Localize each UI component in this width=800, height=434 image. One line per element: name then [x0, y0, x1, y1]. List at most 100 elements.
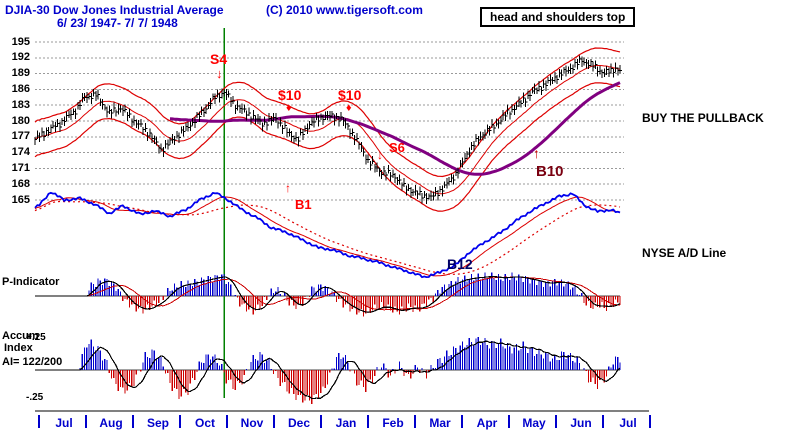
- p-indicator-bar: [423, 296, 425, 304]
- accum-index-bar: [146, 357, 149, 370]
- month-label: Jan: [335, 416, 357, 430]
- p-indicator-bar: [250, 296, 252, 307]
- p-indicator-bar: [590, 296, 592, 308]
- p-indicator-bar: [558, 281, 560, 296]
- p-indicator-bar: [556, 285, 558, 296]
- accum-index-bar: [392, 369, 394, 370]
- p-indicator-bar: [252, 296, 254, 315]
- month-label: Feb: [382, 416, 404, 430]
- p-indicator-bar: [551, 281, 554, 296]
- p-indicator-bar: [133, 296, 135, 304]
- p-indicator-bar: [374, 296, 376, 305]
- accum-index-bar: [401, 367, 403, 370]
- accum-index-bar: [479, 344, 482, 370]
- p-indicator-bar: [239, 296, 241, 307]
- p-indicator-black-line: [35, 275, 621, 313]
- accum-index-bar: [374, 370, 376, 376]
- accum-index-bar: [101, 360, 104, 370]
- p-indicator-bar: [392, 296, 394, 313]
- p-indicator-bar: [176, 287, 178, 296]
- p-indicator-bar: [425, 296, 428, 308]
- p-indicator-bar: [119, 291, 122, 296]
- accum-index-bar: [250, 362, 252, 370]
- accum-index-bar: [434, 367, 437, 370]
- p-indicator-bar: [304, 296, 306, 298]
- accum-index-bar: [106, 359, 108, 370]
- p-indicator-bar: [322, 291, 324, 296]
- accum-index-bar: [155, 359, 158, 370]
- accum-index-bar: [380, 367, 383, 370]
- accum-index-bar: [189, 370, 191, 384]
- month-tick: [555, 415, 557, 428]
- accum-index-bar: [344, 354, 347, 370]
- accum-index-bar: [286, 370, 288, 392]
- accum-index-bar: [464, 347, 466, 370]
- p-indicator-bar: [216, 275, 218, 296]
- accum-index-bar: [497, 343, 500, 370]
- accum-index-bar: [500, 338, 502, 370]
- accum-index-bar: [185, 370, 187, 393]
- p-indicator-bar: [421, 296, 423, 304]
- p-indicator-bar: [376, 296, 378, 310]
- accum-index-bar: [333, 368, 335, 370]
- p-indicator-bar: [522, 282, 524, 296]
- p-indicator-bar: [531, 277, 533, 296]
- p-indicator-bar: [403, 296, 405, 310]
- accum-index-bar: [115, 370, 117, 384]
- p-indicator-bar: [356, 296, 358, 315]
- accum-index-bar: [446, 350, 448, 370]
- accum-index-bar: [200, 362, 203, 370]
- accum-index-bar: [86, 347, 88, 370]
- accum-index-bar: [511, 353, 513, 370]
- signal-annotation: $10: [278, 87, 302, 103]
- p-indicator-bar: [567, 281, 569, 296]
- month-label: Sep: [146, 416, 169, 430]
- p-indicator-bar: [601, 296, 603, 302]
- accum-index-bar: [605, 370, 608, 377]
- accum-index-bar: [473, 345, 475, 370]
- p-indicator-bar: [446, 289, 448, 296]
- accum-index-bar: [470, 341, 473, 370]
- p-indicator-bar: [398, 296, 401, 315]
- p-indicator-bar: [241, 296, 243, 305]
- accum-index-bar: [421, 368, 423, 370]
- p-indicator-bar: [263, 296, 266, 298]
- p-indicator-bar: [162, 296, 164, 300]
- accum-index-bar: [173, 370, 176, 388]
- p-indicator-bar: [533, 278, 536, 296]
- p-indicator-bar: [108, 286, 110, 296]
- accum-index-bar: [410, 370, 412, 379]
- p-indicator-bar: [416, 296, 419, 309]
- p-indicator-bar: [146, 296, 149, 305]
- accum-index-bar: [504, 348, 506, 370]
- accum-index-bar: [218, 365, 221, 370]
- copyright-text: (C) 2010 www.tigersoft.com: [266, 3, 423, 17]
- accum-index-bar: [596, 370, 599, 390]
- p-indicator-bar: [563, 286, 565, 296]
- accum-index-bar: [81, 354, 83, 370]
- accum-index-bar: [590, 370, 592, 383]
- month-tick: [226, 415, 228, 428]
- month-label: Apr: [476, 416, 498, 430]
- accum-label-line2: Index: [4, 342, 33, 354]
- accum-index-bar: [563, 352, 565, 370]
- accum-index-bar: [266, 360, 268, 370]
- nyse-ad-line-group: [34, 191, 621, 279]
- accum-index-bar: [164, 370, 167, 374]
- ad-ma-line: [34, 196, 621, 277]
- p-indicator-bar: [502, 281, 504, 296]
- p-indicator-bar: [335, 296, 338, 303]
- accum-index-bar: [448, 355, 450, 370]
- month-label: Jul: [619, 416, 637, 430]
- accum-index-bar: [169, 370, 171, 383]
- accum-index-bar: [90, 339, 92, 370]
- accum-index-bar: [272, 370, 275, 374]
- accum-index-bar: [239, 370, 241, 383]
- p-indicator-bar: [158, 296, 160, 304]
- p-indicator-bar: [320, 284, 322, 296]
- p-indicator-bar: [452, 286, 455, 296]
- accum-index-bar: [599, 370, 601, 380]
- accum-index-bar: [288, 370, 290, 394]
- buy-pullback-label: BUY THE PULLBACK: [642, 111, 764, 125]
- p-indicator-bar: [574, 285, 576, 296]
